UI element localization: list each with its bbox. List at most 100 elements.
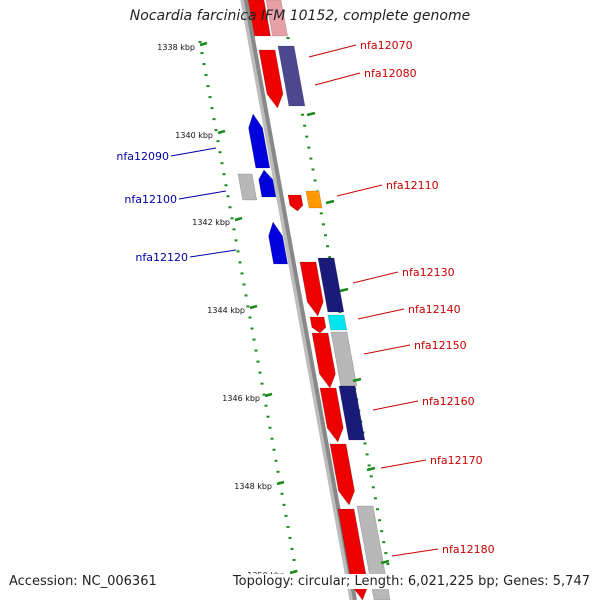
gene-label-nfa12170[interactable]: nfa12170: [430, 454, 483, 467]
inner-tick-dot: [292, 558, 296, 561]
gene-arrow-red: [319, 387, 344, 443]
inner-tick-dot: [252, 338, 256, 341]
gene-label-nfa12140[interactable]: nfa12140: [408, 303, 461, 316]
gene-label-nfa12130[interactable]: nfa12130: [402, 266, 455, 279]
genome-summary: Topology: circular; Length: 6,021,225 bp…: [232, 574, 590, 589]
outer-tick-dot: [313, 179, 317, 182]
gene-block-grey: [237, 173, 258, 201]
outer-tick-dot: [380, 530, 384, 533]
inner-tick-dot: [262, 393, 266, 396]
gene-label-nfa12180[interactable]: nfa12180: [442, 543, 495, 556]
kbp-label: 1338 kbp: [157, 43, 195, 52]
kbp-tick: [264, 392, 273, 398]
inner-tick-dot: [266, 415, 270, 418]
inner-tick-dot: [248, 316, 252, 319]
gene-arrow-red: [247, 0, 271, 37]
gene-label-nfa12070[interactable]: nfa12070: [360, 39, 413, 52]
inner-tick-dot: [260, 382, 264, 385]
kbp-label: 1342 kbp: [192, 218, 230, 227]
gene-block-cyan: [327, 314, 348, 331]
genome-backbone: [240, 0, 357, 601]
inner-tick-dot: [270, 437, 274, 440]
outer-tick-dot: [367, 464, 371, 467]
gene-block-orange: [305, 190, 323, 209]
kbp-tick: [249, 304, 258, 310]
kbp-label: 1348 kbp: [234, 482, 272, 491]
outer-tick-dot: [386, 563, 390, 566]
kbp-tick: [217, 129, 226, 135]
gene-label-nfa12090[interactable]: nfa12090: [116, 150, 169, 163]
outer-tick-dot: [378, 519, 382, 522]
outer-tick-dot: [382, 541, 386, 544]
outer-tick-dot: [323, 234, 327, 237]
outer-kbp-tick: [306, 111, 316, 117]
inner-tick-dot: [206, 85, 210, 88]
kbp-scale: 1338 kbp 1340 kbp 1342 kbp 1344 kbp 1346 kbp…: [157, 41, 390, 580]
inner-tick-dot: [200, 52, 204, 55]
inner-tick-dot: [264, 404, 268, 407]
inner-tick-dot: [282, 503, 286, 506]
label-connector: [314, 72, 361, 86]
inner-tick-dot: [240, 272, 244, 275]
outer-tick-dot: [376, 508, 380, 511]
gene-block-navy: [338, 385, 366, 441]
map-title: Nocardia farcinica IFM 10152, complete g…: [129, 8, 471, 24]
label-connector: [391, 548, 439, 557]
inner-tick-dot: [256, 360, 260, 363]
gene-block-grey: [330, 331, 358, 387]
kbp-label: 1344 kbp: [207, 306, 245, 315]
outer-tick-dot: [303, 124, 307, 127]
label-connector: [336, 184, 383, 197]
inner-tick-dot: [288, 536, 292, 539]
inner-tick-dot: [210, 107, 214, 110]
label-connector: [189, 249, 237, 258]
inner-tick-dot: [202, 63, 206, 66]
outer-tick-dot: [371, 486, 375, 489]
inner-tick-dot: [234, 239, 238, 242]
label-connector: [372, 400, 419, 411]
inner-tick-dot: [242, 283, 246, 286]
gene-labels: nfa12070 nfa12080 nfa12110 nfa12130 nfa12140…: [116, 39, 494, 556]
label-connector: [363, 344, 411, 355]
gene-label-nfa12150[interactable]: nfa12150: [414, 339, 467, 352]
gene-track: [237, 0, 391, 601]
gene-block-navy: [317, 257, 345, 313]
inner-tick-dot: [208, 96, 212, 99]
outer-tick-dot: [321, 223, 325, 226]
label-connector: [178, 190, 227, 200]
inner-tick-dot: [274, 459, 278, 462]
inner-tick-dot: [220, 162, 224, 165]
gene-label-nfa12110[interactable]: nfa12110: [386, 179, 439, 192]
outer-tick-dot: [328, 256, 332, 259]
gene-label-nfa12080[interactable]: nfa12080: [364, 67, 417, 80]
gene-arrow-red: [287, 194, 304, 212]
label-connector: [308, 44, 357, 58]
label-connector: [380, 459, 427, 469]
inner-tick-dot: [224, 184, 228, 187]
gene-label-nfa12100[interactable]: nfa12100: [124, 193, 177, 206]
outer-kbp-tick: [366, 466, 376, 472]
outer-tick-dot: [319, 212, 323, 215]
inner-tick-dot: [254, 349, 258, 352]
kbp-tick: [199, 41, 208, 47]
gene-arrow-red: [329, 443, 355, 506]
label-connector: [352, 271, 399, 284]
inner-tick-dot: [276, 470, 280, 473]
gene-label-nfa12160[interactable]: nfa12160: [422, 395, 475, 408]
accession-label: Accession: NC_006361: [9, 574, 157, 589]
outer-kbp-tick: [339, 287, 349, 293]
gene-arrow-red: [309, 316, 327, 334]
inner-tick-dot: [284, 514, 288, 517]
inner-tick-dot: [232, 228, 236, 231]
outer-kbp-tick: [352, 377, 362, 383]
outer-tick-dot: [384, 552, 388, 555]
gene-label-nfa12120[interactable]: nfa12120: [135, 251, 188, 264]
inner-tick-dot: [226, 195, 230, 198]
inner-tick-dot: [290, 547, 294, 550]
inner-tick-dot: [198, 41, 202, 43]
inner-tick-dot: [218, 151, 222, 154]
inner-tick-dot: [250, 327, 254, 330]
gene-arrow-pink: [265, 0, 288, 37]
